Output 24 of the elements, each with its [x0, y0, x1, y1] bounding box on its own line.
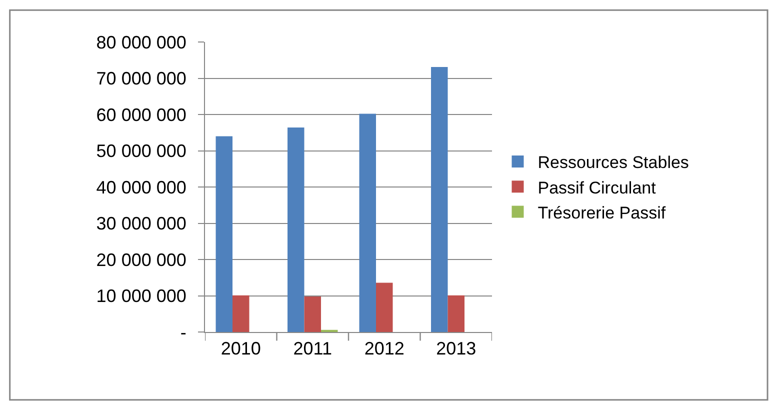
bar — [288, 128, 304, 332]
bar — [232, 295, 250, 332]
legend-label: Trésorerie Passif — [538, 203, 666, 222]
y-tick-label: 20 000 000 — [96, 250, 186, 270]
bar — [431, 67, 448, 332]
bar — [359, 114, 376, 332]
legend-label: Passif Circulant — [538, 178, 656, 198]
bar — [376, 282, 393, 332]
y-tick-label: 10 000 000 — [96, 286, 186, 306]
legend-label: Ressources Stables — [538, 153, 689, 172]
y-tick-label: 50 000 000 — [96, 141, 186, 162]
bar — [216, 136, 232, 332]
x-tick-label: 2013 — [436, 338, 476, 359]
y-tick-label: - — [180, 322, 186, 342]
x-tick-label: 2012 — [364, 338, 404, 359]
y-tick-label: 80 000 000 — [96, 32, 186, 52]
x-tick-label: 2010 — [220, 338, 261, 359]
bar — [448, 295, 464, 332]
bar — [304, 296, 321, 332]
y-tick-label: 60 000 000 — [96, 104, 186, 125]
y-tick-label: 70 000 000 — [96, 68, 186, 89]
x-tick-label: 2011 — [293, 338, 332, 359]
y-tick-label: 30 000 000 — [96, 214, 186, 234]
y-tick-label: 40 000 000 — [96, 177, 186, 198]
